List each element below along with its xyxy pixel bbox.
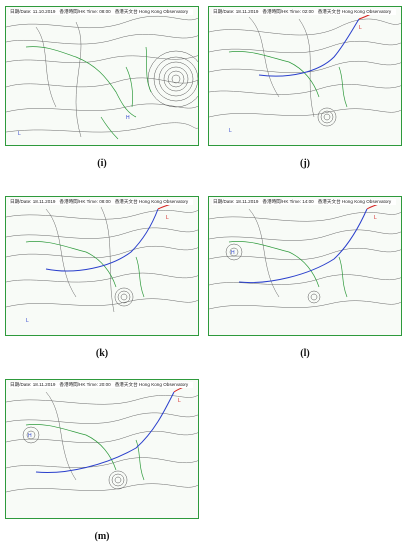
time-label: 香港時間/HK Time: 08:00 [59, 9, 111, 14]
time-label: 香港時間/HK Time: 08:00 [59, 199, 111, 204]
date-label: 日期/Date: 18.11.2019 [213, 199, 259, 204]
observatory-label: 香港天文台 Hong Kong Observatory [114, 382, 189, 387]
date-label: 日期/Date: 18.11.2019 [10, 199, 56, 204]
weather-map-frame: H L 日期/Date: 18.11.2019 香港時間/HK Time: 14:… [208, 196, 402, 336]
weather-map-panel-m: H L 日期/Date: 18.11.2019 香港時間/HK Time: 20:… [5, 379, 199, 542]
svg-text:L: L [229, 128, 232, 134]
time-label: 香港時間/HK Time: 20:00 [59, 382, 111, 387]
observatory-label: 香港天文台 Hong Kong Observatory [317, 9, 392, 14]
weather-map-panel-i: L H 日期/Date: 11.10.2019 香港時間/HK Time: 08:… [5, 6, 199, 169]
map-header: 日期/Date: 18.11.2019 香港時間/HK Time: 14:00 香港… [212, 199, 397, 205]
cold-front [258, 18, 360, 77]
weather-map-frame: L L 日期/Date: 18.11.2019 香港時間/HK Time: 08:… [5, 196, 199, 336]
svg-text:L: L [359, 25, 362, 31]
panel-caption: (l) [300, 348, 310, 359]
observatory-label: 香港天文台 Hong Kong Observatory [114, 9, 189, 14]
svg-text:H: H [126, 115, 130, 121]
date-label: 日期/Date: 18.11.2019 [213, 9, 259, 14]
svg-text:L: L [166, 215, 169, 221]
weather-map-frame: L L 日期/Date: 18.11.2019 香港時間/HK Time: 02:… [208, 6, 402, 146]
svg-text:L: L [18, 131, 21, 137]
weather-map-chart: L L [6, 202, 198, 324]
weather-map-chart: L L [209, 12, 401, 134]
panel-caption: (k) [95, 348, 109, 359]
weather-map-chart: H L [209, 202, 401, 310]
weather-map-frame: H L 日期/Date: 18.11.2019 香港時間/HK Time: 20:… [5, 379, 199, 519]
cold-front [35, 391, 175, 474]
svg-text:H: H [231, 250, 235, 256]
weather-map-panel-k: L L 日期/Date: 18.11.2019 香港時間/HK Time: 08:… [5, 196, 199, 359]
weather-map-chart: L H [6, 15, 198, 140]
svg-text:H: H [28, 433, 32, 439]
time-label: 香港時間/HK Time: 02:00 [262, 9, 314, 14]
svg-text:L: L [374, 215, 377, 221]
weather-map-frame: L H 日期/Date: 11.10.2019 香港時間/HK Time: 08:… [5, 6, 199, 146]
map-header: 日期/Date: 18.11.2019 香港時間/HK Time: 20:00 香港… [9, 382, 194, 388]
panel-caption: (i) [97, 158, 107, 169]
panel-caption: (j) [300, 158, 310, 169]
weather-map-panel-l: H L 日期/Date: 18.11.2019 香港時間/HK Time: 14:… [208, 196, 402, 359]
observatory-label: 香港天文台 Hong Kong Observatory [114, 199, 189, 204]
map-header: 日期/Date: 18.11.2019 香港時間/HK Time: 08:00 香港… [9, 199, 194, 205]
time-label: 香港時間/HK Time: 14:00 [262, 199, 314, 204]
cold-front [238, 208, 368, 284]
map-header: 日期/Date: 11.10.2019 香港時間/HK Time: 08:00 香港… [9, 9, 194, 15]
map-header: 日期/Date: 18.11.2019 香港時間/HK Time: 02:00 香港… [212, 9, 397, 15]
weather-map-chart: H L [6, 385, 198, 493]
date-label: 日期/Date: 11.10.2019 [10, 9, 56, 14]
cold-front [45, 208, 159, 272]
svg-text:L: L [26, 318, 29, 324]
date-label: 日期/Date: 18.11.2019 [10, 382, 56, 387]
panel-caption: (m) [94, 531, 110, 542]
observatory-label: 香港天文台 Hong Kong Observatory [317, 199, 392, 204]
weather-map-panel-j: L L 日期/Date: 18.11.2019 香港時間/HK Time: 02:… [208, 6, 402, 169]
svg-text:L: L [178, 398, 181, 404]
